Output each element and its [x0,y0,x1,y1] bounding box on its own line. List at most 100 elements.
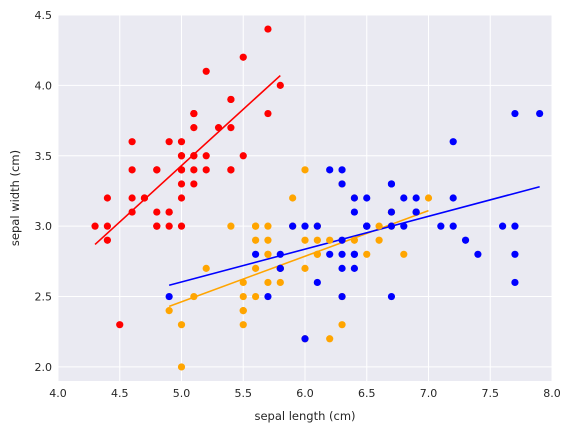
data-point [536,109,544,118]
data-point [252,264,260,272]
data-point [252,250,260,258]
data-point [202,166,210,174]
data-point [214,124,223,132]
regression-lines [94,74,540,308]
data-point [153,222,161,230]
data-point [202,67,210,75]
data-point [227,166,235,174]
data-point [338,264,346,272]
data-point [177,180,186,188]
data-point [338,180,346,188]
data-point [202,264,210,272]
data-point [165,222,173,230]
data-point [313,236,321,244]
data-point [313,250,321,258]
data-point [301,335,309,343]
data-point [301,222,309,230]
data-point [338,292,346,301]
x-tick-label: 6.0 [296,387,314,400]
data-point [511,109,519,118]
x-tick-label: 8.0 [543,387,561,400]
data-point [511,278,519,287]
data-point [128,138,136,146]
data-point [239,53,247,61]
data-point [264,222,272,230]
y-tick-label: 4.5 [35,9,53,22]
series-0-points [91,25,284,329]
data-point [375,222,383,230]
data-point [264,292,272,301]
y-tick-label: 3.0 [35,220,53,233]
data-point [424,194,433,202]
data-point [400,194,408,202]
data-point [264,236,272,244]
data-point [350,250,358,258]
data-point [128,208,136,216]
data-point [387,180,396,188]
data-point [412,208,420,216]
data-point [190,152,198,160]
data-point [350,208,358,216]
data-point [276,250,284,258]
data-point [301,264,309,272]
data-point [153,166,161,174]
series-2-points [165,109,544,343]
data-point [338,321,346,329]
data-point [363,250,371,258]
data-point [227,222,235,230]
data-point [437,222,445,230]
data-point [239,307,247,315]
data-point [350,236,358,244]
data-point [190,180,198,188]
data-point [116,321,124,329]
data-point [190,109,198,118]
y-tick-label: 4.0 [35,79,53,92]
data-point [103,194,111,202]
data-point [177,363,186,371]
x-tick-label: 7.5 [482,387,500,400]
data-point [326,250,334,258]
data-point [350,194,358,202]
data-point [276,81,284,89]
data-point [177,152,186,160]
x-axis-label: sepal length (cm) [254,409,355,423]
y-axis-label: sepal width (cm) [8,150,22,246]
data-point [400,250,408,258]
series-1-fit-line [168,209,429,308]
x-tick-label: 5.0 [173,387,191,400]
data-point [252,236,260,244]
x-tick-label: 6.5 [358,387,376,400]
data-point [511,222,519,230]
data-point [301,236,309,244]
x-tick-label: 7.0 [420,387,438,400]
data-point [177,166,186,174]
data-point [190,292,198,301]
data-point [449,222,457,230]
data-point [239,321,247,329]
series-0-fit-line [94,74,281,246]
data-point [387,292,396,301]
data-point [264,109,272,118]
data-point [165,307,173,315]
data-point [165,208,173,216]
data-point [301,166,309,174]
data-point [252,292,260,301]
x-axis-ticks: 4.0 4.5 5.0 5.5 6.0 6.5 7.0 7.5 8.0 [49,387,561,400]
data-point [264,250,272,258]
data-point [177,194,186,202]
data-point [128,166,136,174]
data-point [313,278,321,287]
data-point [165,138,173,146]
y-tick-label: 3.5 [35,150,53,163]
data-point [289,194,297,202]
data-point [177,222,186,230]
data-point [326,166,334,174]
data-point [252,222,260,230]
data-point [289,222,297,230]
data-point [239,278,247,287]
data-point [239,152,247,160]
data-point [350,264,358,272]
data-point [153,208,161,216]
data-point [264,25,272,33]
data-point [363,222,371,230]
